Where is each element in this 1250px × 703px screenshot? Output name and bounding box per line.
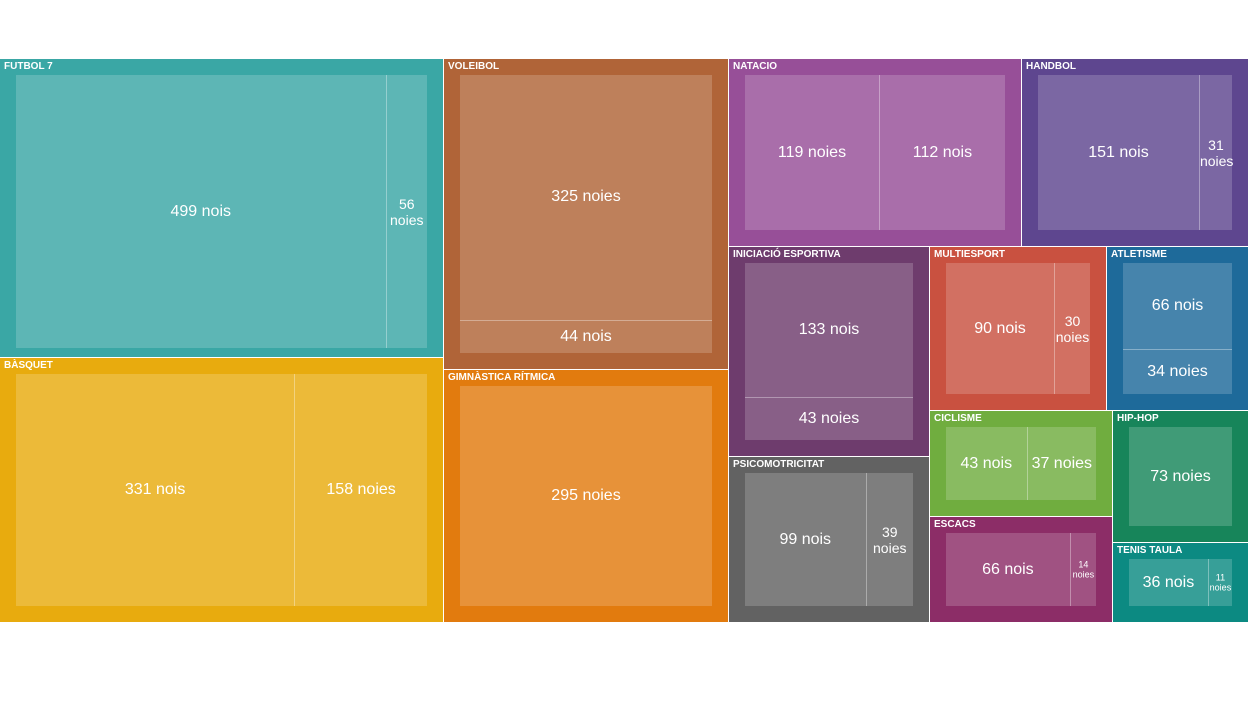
tile-futbol-7-1: 56 noies [385,75,427,348]
tile-label: 73 noies [1150,467,1211,485]
tile-voleibol-1: 44 nois [460,319,712,353]
tile-escacs-1: 14 noies [1069,533,1096,606]
tile-label: 56 noies [390,195,424,228]
tile-basquet-0: 331 nois [16,374,295,606]
group-label: ATLETISME [1111,249,1167,260]
tile-handbol-1: 31 noies [1198,75,1234,230]
tile-tenis-taula-0: 36 nois [1129,559,1208,606]
tile-handbol-0: 151 nois [1038,75,1199,230]
group-iniciacio-esportiva: INICIACIÓ ESPORTIVA 133 nois 43 noies [728,246,930,457]
tile-label: 99 nois [779,530,832,548]
group-atletisme: ATLETISME 66 nois 34 noies [1106,246,1249,411]
group-label: NATACIO [733,61,778,72]
group-basquet: BÀSQUET 331 nois 158 noies [0,357,444,623]
group-label: INICIACIÓ ESPORTIVA [733,249,841,260]
tile-label: 119 noies [777,143,847,161]
tile-label: 43 nois [960,454,1013,472]
group-gimnastica-ritmica: GIMNÀSTICA RÍTMICA 295 noies [443,369,729,623]
tile-iniciacio-esportiva-0: 133 nois [745,263,913,397]
group-natacio: NATACIO 119 noies 112 nois [728,58,1022,247]
tile-label: 14 noies [1072,559,1095,580]
tile-label: 36 nois [1142,573,1195,591]
tile-natacio-1: 112 nois [878,75,1005,230]
group-handbol: HANDBOL 151 nois 31 noies [1021,58,1249,247]
group-label: GIMNÀSTICA RÍTMICA [448,372,556,383]
tile-label: 37 noies [1031,454,1093,472]
tile-label: 499 nois [170,202,232,220]
group-label: BÀSQUET [4,360,53,371]
tile-label: 34 noies [1147,363,1208,381]
group-label: PSICOMOTRICITAT [733,459,825,470]
tile-label: 158 noies [326,480,396,498]
tile-label: 295 noies [551,486,621,504]
tile-ciclisme-1: 37 noies [1026,427,1096,500]
tile-atletisme-1: 34 noies [1123,349,1232,394]
tile-label: 325 noies [551,188,621,206]
tile-tenis-taula-1: 11 noies [1207,559,1232,606]
group-label: CICLISME [934,413,982,424]
tile-label: 43 noies [798,409,860,427]
tile-psicomotricitat-1: 39 noies [865,473,913,606]
tile-ciclisme-0: 43 nois [946,427,1027,500]
tile-label: 11 noies [1209,572,1232,593]
tile-label: 31 noies [1199,136,1234,169]
tile-label: 133 nois [798,320,860,338]
tile-label: 112 nois [912,143,973,161]
tile-multiesport-0: 90 nois [946,263,1054,394]
tile-label: 66 nois [1151,297,1204,315]
group-futbol-7: FUTBOL 7 499 nois 56 noies [0,58,444,359]
tile-label: 39 noies [873,523,907,556]
group-escacs: ESCACS 66 nois 14 noies [929,516,1113,623]
tile-natacio-0: 119 noies [745,75,879,230]
group-label: HANDBOL [1026,61,1076,72]
tile-voleibol-0: 325 noies [460,75,712,320]
tile-basquet-1: 158 noies [294,374,427,606]
tile-futbol-7-0: 499 nois [16,75,386,348]
group-label: MULTIESPORT [934,249,1005,260]
group-tenis-taula: TENIS TAULA 36 nois 11 noies [1112,542,1249,623]
group-label: TENIS TAULA [1117,545,1183,556]
group-label: HIP-HOP [1117,413,1159,424]
tile-atletisme-0: 66 nois [1123,263,1232,350]
group-voleibol: VOLEIBOL 325 noies 44 nois [443,58,729,370]
group-ciclisme: CICLISME 43 nois 37 noies [929,410,1113,517]
tile-iniciacio-esportiva-1: 43 noies [745,396,913,440]
tile-label: 151 nois [1088,143,1149,161]
tile-label: 44 nois [560,327,612,345]
tile-label: 90 nois [974,319,1026,337]
group-label: ESCACS [934,519,976,530]
tile-escacs-0: 66 nois [946,533,1070,606]
tile-label: 66 nois [982,560,1034,578]
tile-label: 30 noies [1055,312,1090,345]
tile-psicomotricitat-0: 99 nois [745,473,866,606]
group-hip-hop: HIP-HOP 73 noies [1112,410,1249,543]
group-label: VOLEIBOL [448,61,500,72]
tile-multiesport-1: 30 noies [1054,263,1090,394]
tile-label: 331 nois [124,480,186,498]
group-label: FUTBOL 7 [4,61,53,72]
group-multiesport: MULTIESPORT 90 nois 30 noies [929,246,1107,411]
tile-gimnastica-ritmica-0: 295 noies [460,386,712,606]
tile-hip-hop-0: 73 noies [1129,427,1232,526]
group-psicomotricitat: PSICOMOTRICITAT 99 nois 39 noies [728,456,930,623]
